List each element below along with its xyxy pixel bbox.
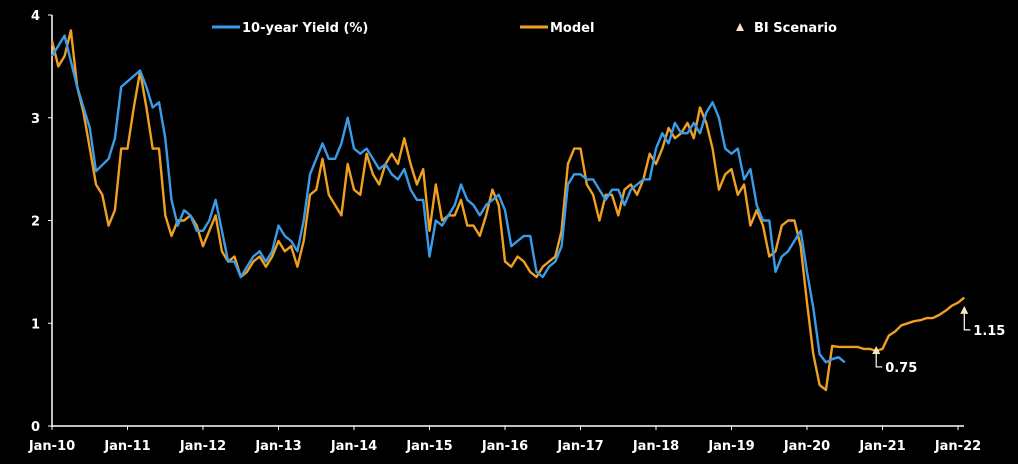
- legend-label: BI Scenario: [754, 21, 837, 36]
- legend-swatch: [736, 23, 744, 31]
- legend-item: 10-year Yield (%): [212, 21, 368, 36]
- x-tick-label: Jan-17: [556, 439, 603, 454]
- x-tick-label: Jan-14: [330, 439, 377, 454]
- axes: 0 1 2 3 4 Jan-10 Jan-11 Jan-12 Jan-13 Jan-14 Jan-1…: [28, 9, 981, 454]
- x-tick-label: Jan-16: [481, 439, 528, 454]
- bi-scenario-marker: [960, 305, 969, 314]
- bi-scenario-marker: [872, 345, 881, 354]
- legend: 10-year Yield (%) Model BI Scenario: [212, 21, 837, 36]
- annotation-label: 0.75: [885, 361, 917, 376]
- series-line-model: [50, 29, 966, 392]
- x-tick-label: Jan-20: [783, 439, 830, 454]
- series-line-yield: [50, 34, 846, 364]
- x-tick-label: Jan-13: [254, 439, 301, 454]
- x-tick-label: Jan-21: [858, 439, 905, 454]
- x-tick-label: Jan-12: [179, 439, 226, 454]
- series-lines: [50, 29, 966, 392]
- x-tick-label: Jan-22: [934, 439, 981, 454]
- annotation-leader: [875, 353, 883, 368]
- legend-item: BI Scenario: [736, 21, 837, 36]
- x-tick-label: Jan-19: [707, 439, 754, 454]
- annotation-label: 1.15: [973, 324, 1005, 339]
- x-tick-label: Jan-15: [405, 439, 452, 454]
- y-tick-label: 1: [31, 317, 40, 332]
- y-tick-label: 4: [31, 9, 40, 24]
- x-tick-label: Jan-18: [632, 439, 679, 454]
- legend-label: 10-year Yield (%): [242, 21, 368, 36]
- y-tick-label: 3: [31, 112, 40, 127]
- legend-item: Model: [520, 21, 594, 36]
- y-tick-label: 0: [31, 420, 40, 435]
- y-tick-label: 2: [31, 215, 40, 230]
- x-tick-label: Jan-10: [28, 439, 75, 454]
- annotation-leader: [963, 313, 971, 331]
- legend-label: Model: [550, 21, 594, 36]
- annotations: 0.75 1.15: [872, 305, 1005, 376]
- x-tick-label: Jan-11: [103, 439, 150, 454]
